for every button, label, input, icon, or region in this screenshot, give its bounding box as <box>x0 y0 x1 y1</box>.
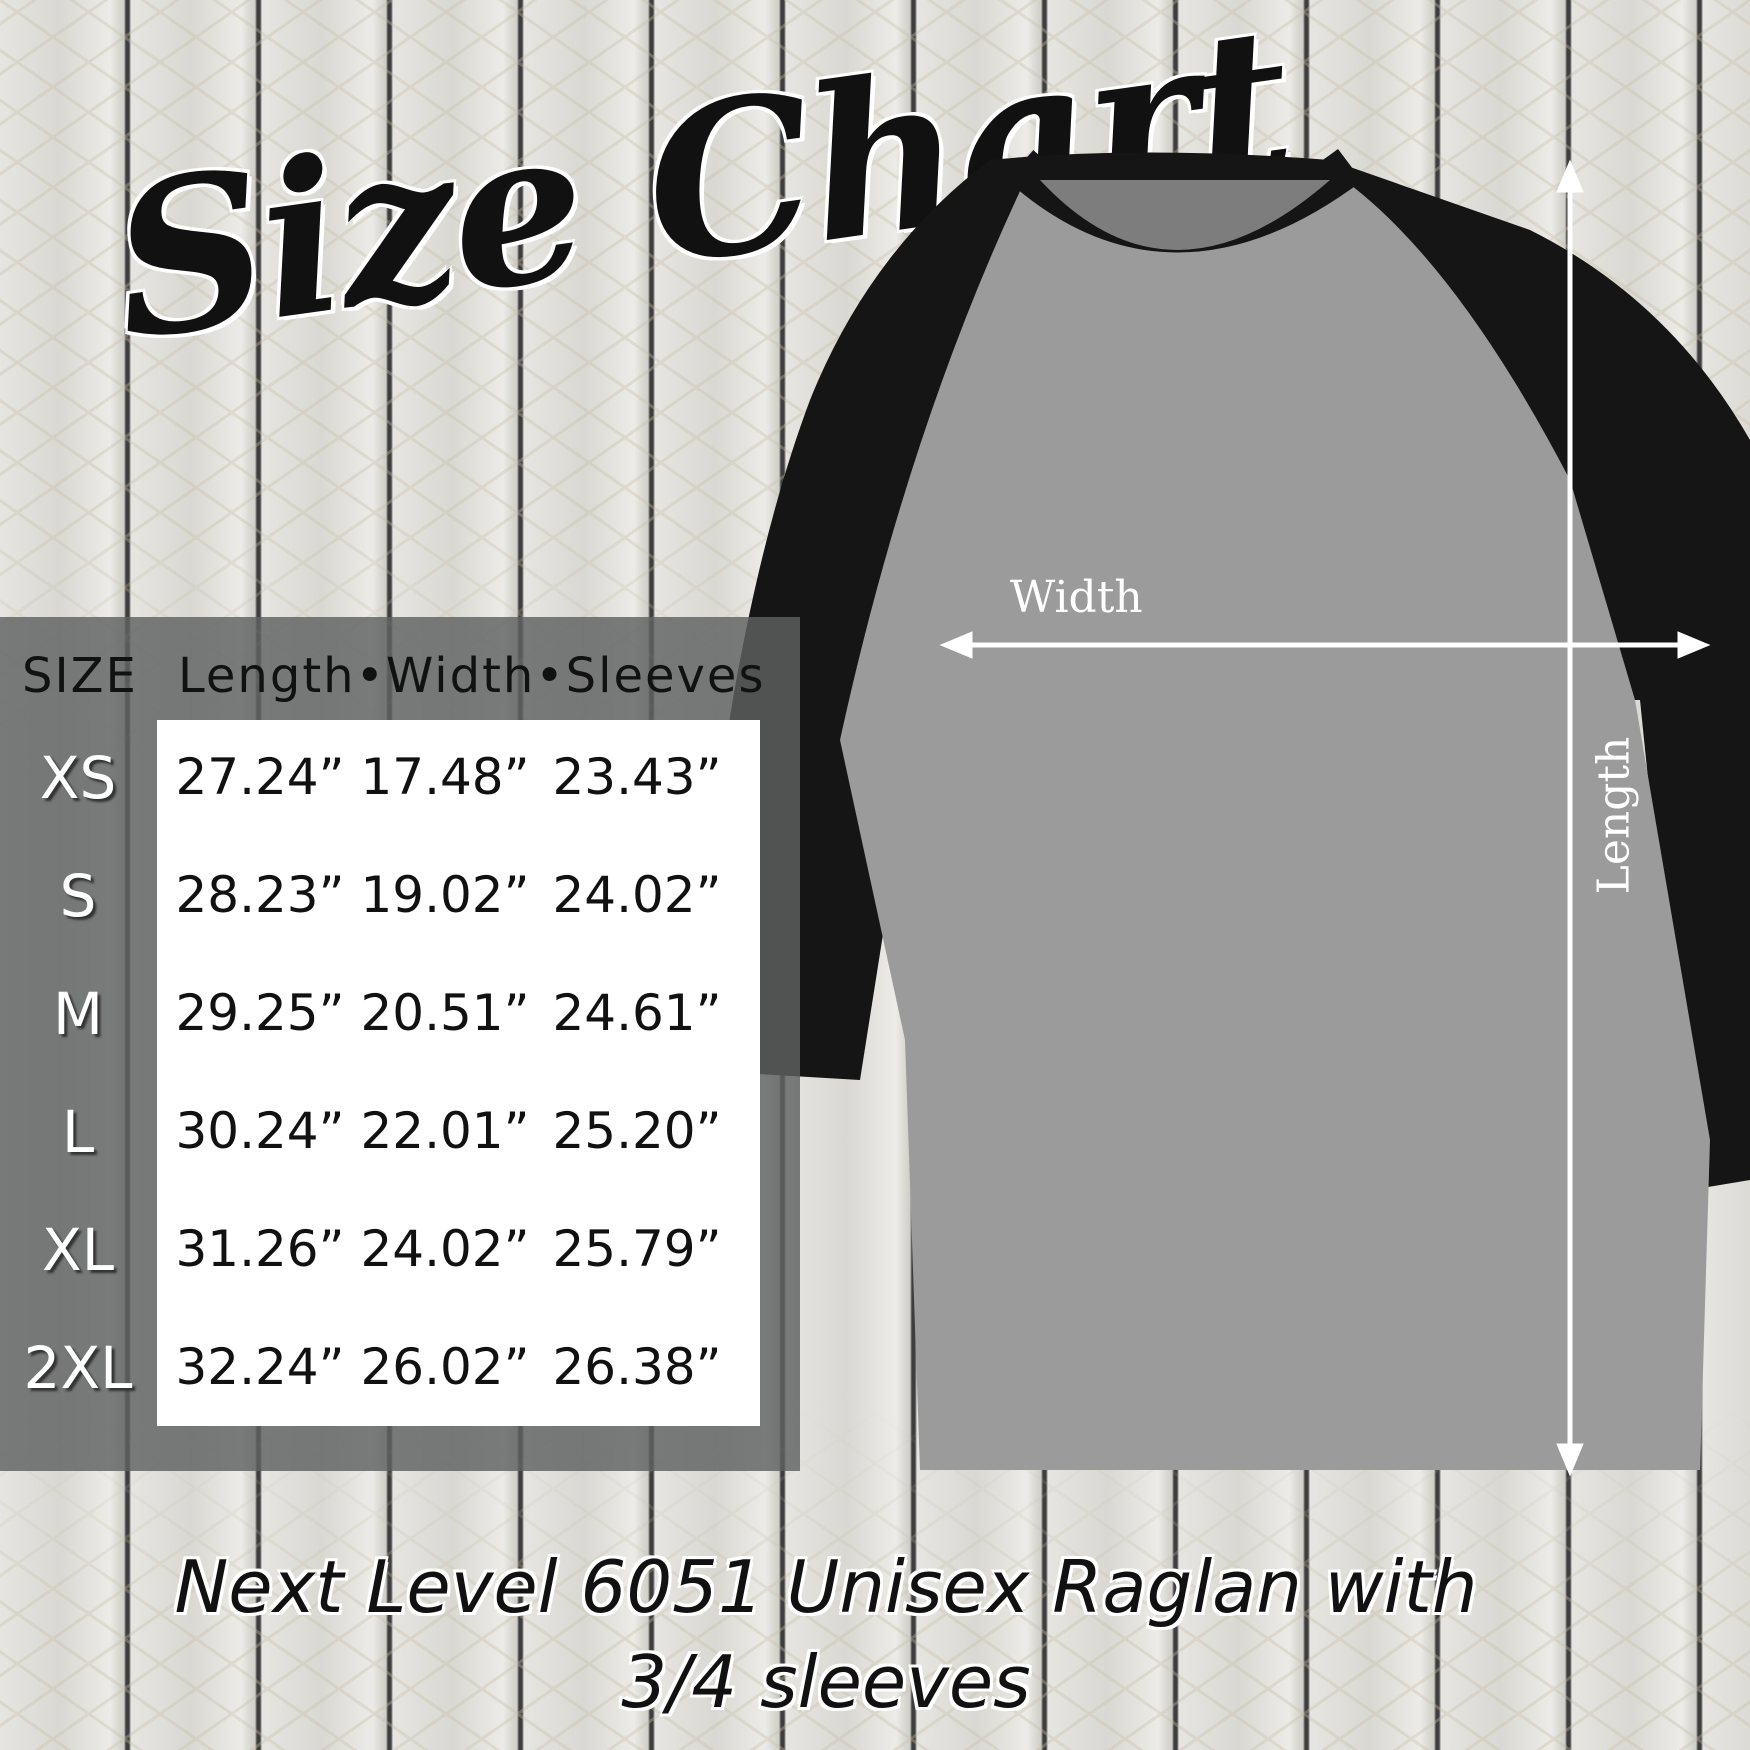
size-label: 2XL <box>23 1334 133 1402</box>
length-arrow <box>1556 159 1584 1477</box>
sleeves-value: 24.61” <box>552 984 722 1042</box>
measurement-columns-header: Length•Width•Sleeves <box>178 648 766 704</box>
size-column-header: SIZE <box>22 648 138 704</box>
size-label: XL <box>41 1216 115 1284</box>
measurements-box <box>157 720 760 1426</box>
size-label: M <box>52 980 104 1048</box>
length-value: 31.26” <box>175 1220 345 1278</box>
sleeves-value: 25.79” <box>552 1220 722 1278</box>
width-value: 22.01” <box>360 1102 530 1160</box>
product-caption-line1: Next Level 6051 Unisex Raglan with <box>174 1545 1478 1629</box>
shirt-collar-inner <box>1040 180 1330 250</box>
length-value: 27.24” <box>175 748 345 806</box>
length-value: 29.25” <box>175 984 345 1042</box>
width-value: 24.02” <box>360 1220 530 1278</box>
width-value: 20.51” <box>360 984 530 1042</box>
width-value: 17.48” <box>360 748 530 806</box>
length-label: Length <box>1588 736 1640 895</box>
size-label: L <box>61 1098 95 1166</box>
size-label: XS <box>39 744 117 812</box>
sleeves-value: 24.02” <box>552 866 722 924</box>
shirt-body <box>840 170 1710 1470</box>
sleeves-value: 23.43” <box>552 748 722 806</box>
product-caption-line2: 3/4 sleeves <box>621 1640 1031 1724</box>
sleeves-value: 25.20” <box>552 1102 722 1160</box>
length-value: 30.24” <box>175 1102 345 1160</box>
size-label: S <box>59 862 97 930</box>
length-value: 28.23” <box>175 866 345 924</box>
width-value: 26.02” <box>360 1338 530 1396</box>
sleeves-value: 26.38” <box>552 1338 722 1396</box>
width-value: 19.02” <box>360 866 530 924</box>
width-label: Width <box>1010 572 1143 623</box>
length-value: 32.24” <box>175 1338 345 1396</box>
raglan-shirt-image <box>690 148 1750 1477</box>
